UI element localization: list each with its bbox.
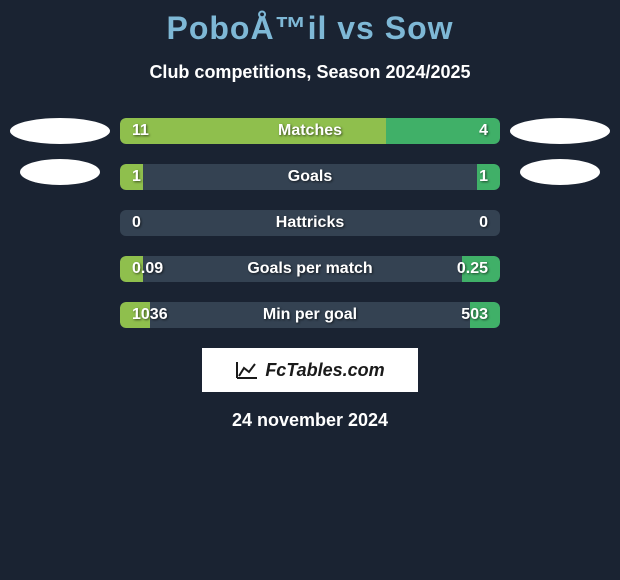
stat-value-right: 4 xyxy=(479,122,488,140)
logo-text: FcTables.com xyxy=(265,360,384,381)
title-text: PoboÅ™il vs Sow xyxy=(166,10,453,46)
right-avatar-2 xyxy=(520,159,600,185)
right-avatar-1 xyxy=(510,118,610,144)
date-label: 24 november 2024 xyxy=(232,410,388,431)
stat-bar-goals: 1 Goals 1 xyxy=(120,164,500,190)
logo-content: FcTables.com xyxy=(235,360,384,381)
stat-value-left: 1 xyxy=(132,168,141,186)
stat-label: Goals per match xyxy=(247,260,372,278)
stat-label: Min per goal xyxy=(263,306,357,324)
stat-value-right: 1 xyxy=(479,168,488,186)
stat-value-left: 11 xyxy=(132,122,149,140)
stat-value-left: 1036 xyxy=(132,306,168,324)
left-avatar-column xyxy=(10,118,110,185)
subtitle: Club competitions, Season 2024/2025 xyxy=(149,62,470,83)
stat-bars-column: 11 Matches 4 1 Goals 1 0 Hattricks 0 0.09 Goals pe… xyxy=(120,118,500,328)
comparison-title: PoboÅ™il vs Sow xyxy=(166,10,453,47)
stat-value-right: 0.25 xyxy=(457,260,488,278)
stat-value-left: 0 xyxy=(132,214,141,232)
stat-label: Matches xyxy=(278,122,342,140)
left-avatar-1 xyxy=(10,118,110,144)
stats-area: 11 Matches 4 1 Goals 1 0 Hattricks 0 0.09 Goals pe… xyxy=(10,118,610,328)
stat-label: Hattricks xyxy=(276,214,344,232)
chart-icon xyxy=(235,360,259,380)
stat-value-right: 0 xyxy=(479,214,488,232)
left-avatar-2 xyxy=(20,159,100,185)
stat-bar-goals-per-match: 0.09 Goals per match 0.25 xyxy=(120,256,500,282)
stat-bar-min-per-goal: 1036 Min per goal 503 xyxy=(120,302,500,328)
stat-value-left: 0.09 xyxy=(132,260,163,278)
bar-fill-left xyxy=(120,118,386,144)
logo-box: FcTables.com xyxy=(202,348,418,392)
stat-label: Goals xyxy=(288,168,332,186)
stat-value-right: 503 xyxy=(461,306,488,324)
stat-bar-matches: 11 Matches 4 xyxy=(120,118,500,144)
right-avatar-column xyxy=(510,118,610,185)
stat-bar-hattricks: 0 Hattricks 0 xyxy=(120,210,500,236)
